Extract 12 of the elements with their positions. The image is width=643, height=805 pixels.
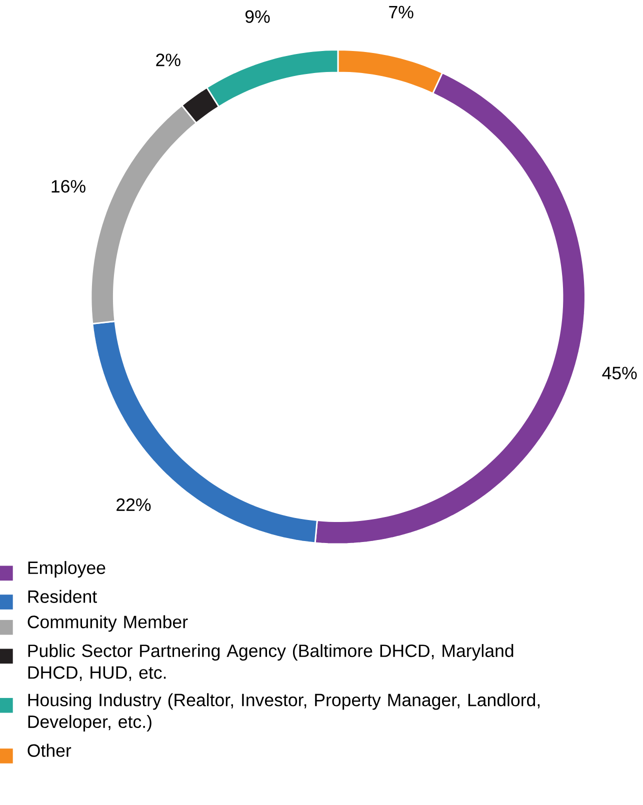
legend-label: Housing Industry (Realtor, Investor, Property Manager, Landlord, Developer, etc.) bbox=[28, 693, 540, 732]
data-label: 22% bbox=[116, 498, 151, 511]
data-label: 2% bbox=[156, 54, 180, 66]
data-label: 9% bbox=[245, 10, 270, 23]
legend-label: Other bbox=[28, 744, 71, 757]
data-label: 45% bbox=[602, 366, 637, 380]
legend-label: Public Sector Partnering Agency (Baltimore DHCD, Maryland DHCD, HUD, etc. bbox=[28, 644, 514, 681]
legend-label: Community Member bbox=[28, 615, 188, 632]
legend-label: Resident bbox=[28, 590, 97, 603]
legend-label: Employee bbox=[28, 561, 106, 578]
data-label: 7% bbox=[389, 6, 414, 18]
data-label: 16% bbox=[52, 180, 86, 193]
